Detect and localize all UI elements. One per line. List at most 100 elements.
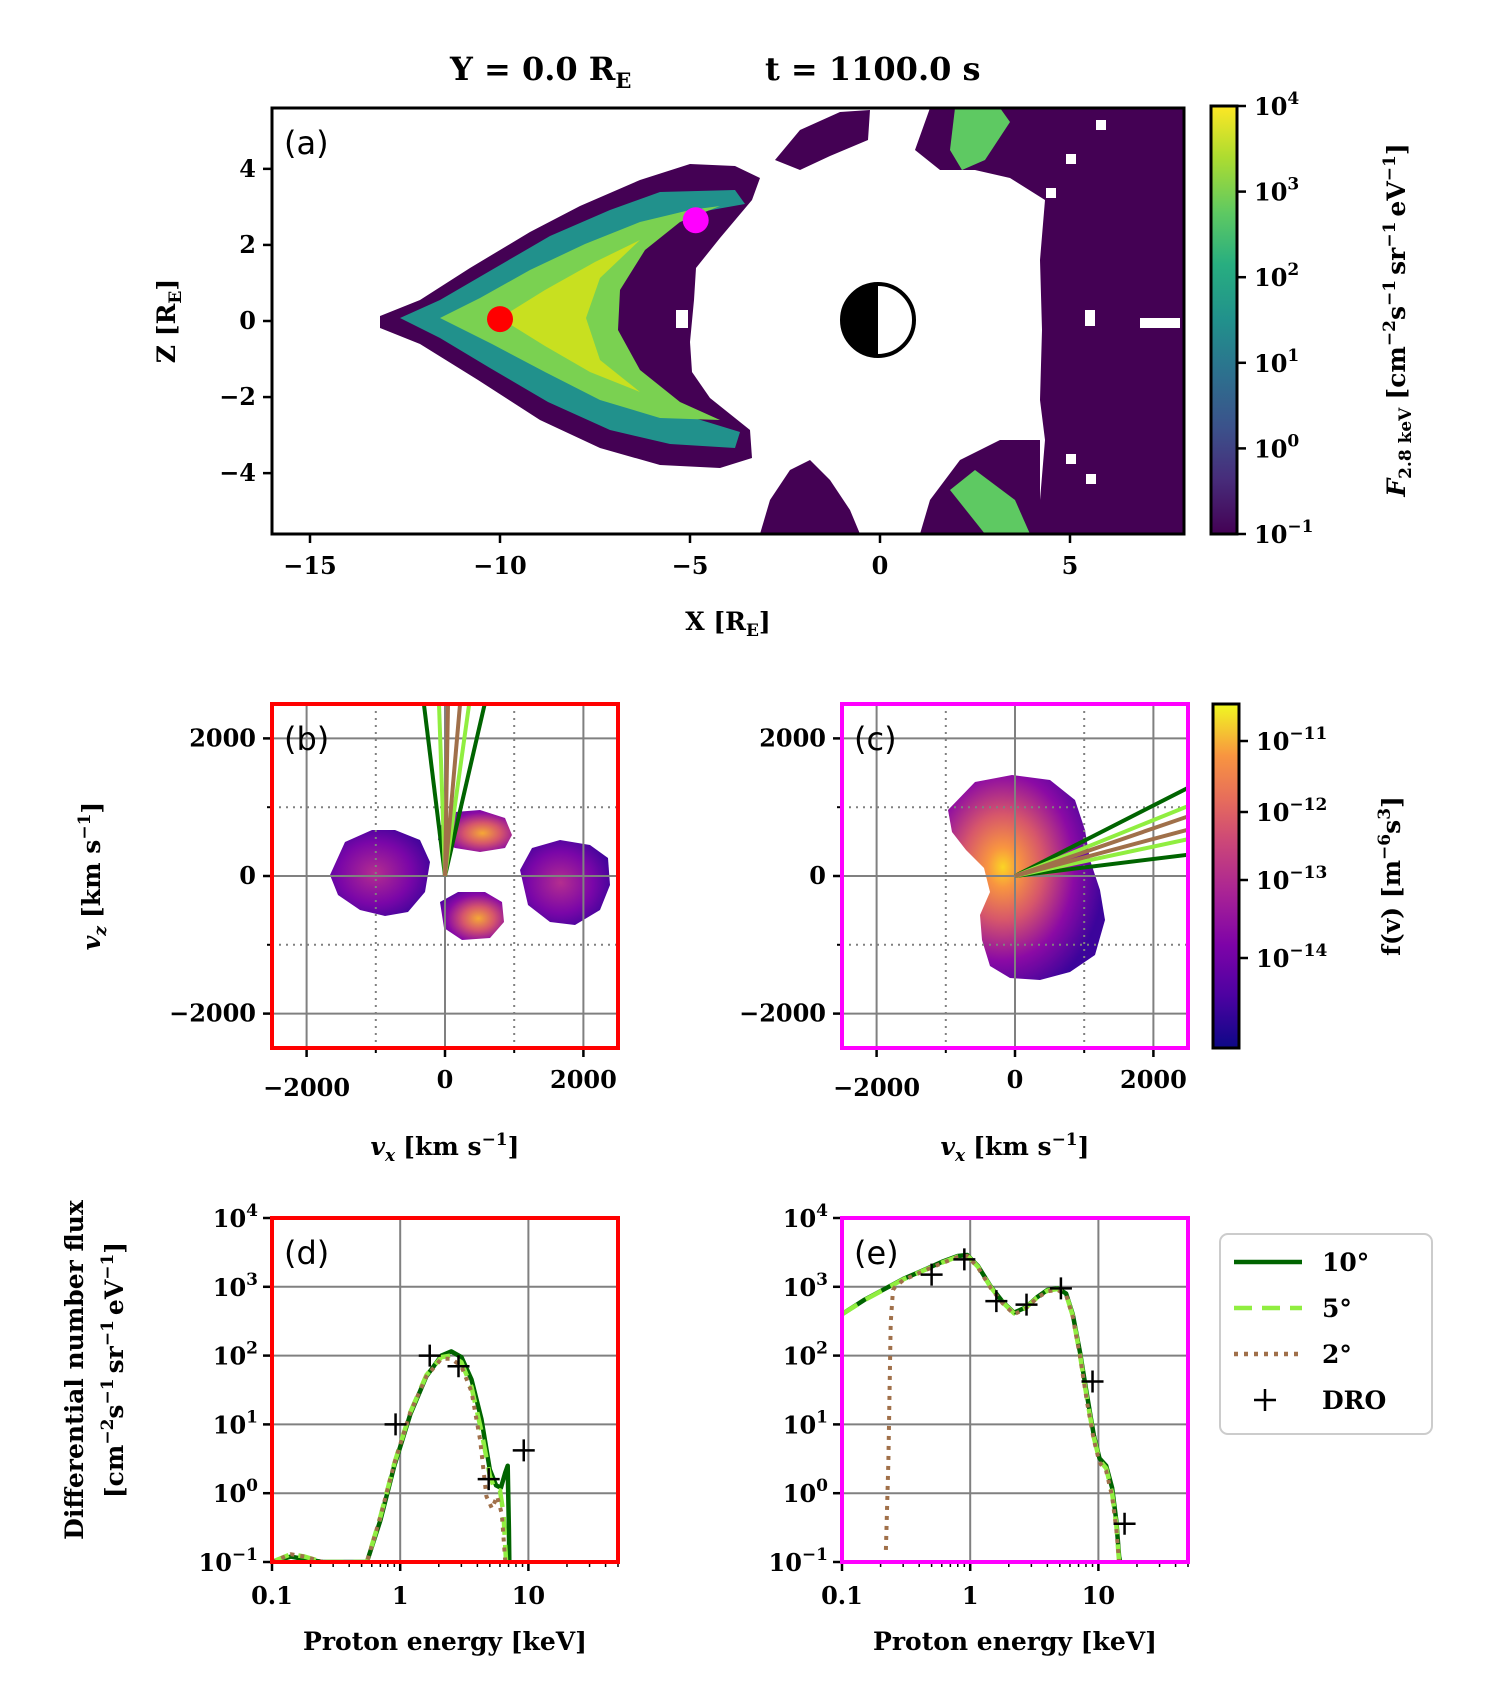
panel-b-ylabel: vz[km s−1]: [75, 802, 111, 951]
y-tick-label: 10−1: [199, 1545, 258, 1577]
series-10-deg-line: [842, 1252, 1123, 1562]
red-point: [487, 306, 513, 333]
legend-label: 2°: [1322, 1340, 1352, 1369]
cone-2-deg-line: [1014, 827, 1188, 878]
panel-a-markers: [487, 207, 709, 333]
panel-a-xlabel: X [RE]: [685, 607, 771, 641]
x-tick-label: 10: [1082, 1581, 1115, 1610]
dro-point: [953, 1248, 976, 1271]
panel-d: 0.1 1 10 104 103 102 101 100 10−1 (d) Proton ene…: [60, 1199, 620, 1656]
y-tick-label: −2: [219, 382, 256, 411]
colorbar-tick-label: 100: [1254, 431, 1299, 463]
legend-marker-dro: [1254, 1389, 1276, 1411]
x-tick-label: −2000: [263, 1073, 350, 1102]
dro-point: [384, 1413, 407, 1436]
legend-box: [1219, 1233, 1433, 1435]
dro-point: [985, 1290, 1008, 1313]
panel-a-heatmap: [380, 108, 1184, 534]
y-tick-label: 104: [213, 1201, 258, 1233]
y-tick-label: 2: [239, 230, 256, 259]
colorbar-tick-label: 102: [1254, 260, 1299, 292]
speckle: [1066, 154, 1076, 164]
panel-c-xlabel: vx [km s−1]: [941, 1130, 1090, 1166]
cone-10-deg-line: [421, 704, 447, 877]
panel-c-label: (c): [854, 720, 897, 758]
y-tick-label: 101: [783, 1407, 828, 1439]
vdf-lower-lobe: [440, 892, 504, 940]
panel-b-frame: [270, 702, 620, 1050]
panel-e-xlabel: Proton energy [keV]: [873, 1627, 1157, 1656]
y-tick-label: 0: [809, 861, 826, 890]
x-tick-label: 0.1: [251, 1581, 293, 1610]
cone-2-deg-line: [443, 704, 451, 877]
panel-d-frame: [270, 1216, 620, 1564]
colorbar-tick-label: 101: [1254, 346, 1299, 378]
magenta-point: [682, 207, 709, 234]
dayside-lower-left: [760, 460, 860, 534]
dro-point: [512, 1439, 535, 1462]
legend-label: 5°: [1322, 1294, 1352, 1323]
legend-label: 10°: [1322, 1248, 1369, 1277]
cone-10-deg-line: [1014, 785, 1188, 878]
speckle: [1066, 454, 1076, 464]
legend-label: DRO: [1322, 1386, 1386, 1415]
y-tick-label: 100: [783, 1476, 828, 1508]
panel-c-distribution: [948, 775, 1105, 980]
panel-c-grid: −2000 2000 0 0 2000 −2000: [739, 704, 1188, 1102]
cone-5-deg-line: [436, 704, 447, 877]
y-tick-label: 2000: [189, 723, 256, 752]
panel-b-grid: −2000 2000 0 0 2000 −2000: [169, 704, 618, 1102]
title-time: t = 1100.0 s: [765, 50, 981, 88]
colorbar-c-label: f(v) [m−6s3]: [1375, 796, 1406, 956]
dro-point: [1081, 1370, 1104, 1393]
legend: 10° 5° 2° DRO: [1219, 1233, 1433, 1435]
panel-b-xlabel: vx [km s−1]: [371, 1130, 520, 1166]
cone-10-deg-line: [443, 704, 487, 877]
dro-point: [1113, 1512, 1136, 1535]
panel-b: −2000 2000 0 0 2000 −2000 (b) vx [km s−1] vz[k…: [75, 702, 620, 1166]
vdf-left-lobe: [330, 830, 430, 916]
y-tick-label: 0: [239, 306, 256, 335]
dayside-upper-left: [775, 110, 870, 170]
x-tick-label: −5: [672, 551, 709, 580]
panel-a-label: (a): [284, 124, 329, 162]
panel-e-label: (e): [854, 1234, 899, 1272]
panel-c: −2000 2000 0 0 2000 −2000 (c) vx [km s−1] 10−1…: [739, 702, 1406, 1166]
y-tick-label: 104: [783, 1201, 828, 1233]
dro-point: [477, 1468, 500, 1491]
colorbar-tick-label: 10−14: [1256, 941, 1327, 973]
cone-5-deg-line: [443, 704, 472, 877]
cone-5-deg-line: [1014, 837, 1188, 878]
speckle: [1085, 310, 1095, 326]
panel-b-label: (b): [284, 720, 329, 758]
dro-point: [920, 1263, 943, 1286]
panel-a-ticks: −15 −10 −5 0 5 4 2 0 −2 −4: [219, 154, 1078, 580]
x-tick-label: 10: [512, 1581, 545, 1610]
panel-d-xlabel: Proton energy [keV]: [303, 1627, 587, 1656]
flux-arc-peak: [500, 240, 640, 392]
speckle: [1086, 474, 1096, 484]
y-tick-label: 4: [239, 154, 256, 183]
colorbar-a: [1209, 104, 1239, 536]
panel-e-dro-points: [920, 1248, 1136, 1535]
panel-a-ylabel: Z [RE]: [152, 279, 186, 363]
series-2-deg-line: [272, 1356, 508, 1562]
colorbar-c-ticks: 10−11 10−12 10−13 10−14: [1239, 724, 1327, 973]
panel-d-label: (d): [284, 1234, 329, 1272]
panel-e-frame: [840, 1216, 1190, 1564]
panel-c-cones: [1014, 785, 1188, 878]
speckle: [1096, 120, 1106, 130]
panel-d-ylabel-line1: Differential number flux: [60, 1199, 89, 1540]
colorbar-tick-label: 10−12: [1256, 795, 1327, 827]
y-tick-label: 102: [213, 1339, 258, 1371]
vdf-crescent: [948, 775, 1105, 980]
panel-d-dro-points: [384, 1344, 535, 1491]
y-tick-label: 10−1: [769, 1545, 828, 1577]
panel-e-grid: 0.1 1 10 104 103 102 101 100 10−1: [769, 1201, 1189, 1610]
x-tick-label: 5: [1062, 551, 1079, 580]
colorbar-a-label: F2.8 keV[cm−2s−1sr−1eV−1]: [1380, 143, 1416, 497]
y-tick-label: 0: [239, 861, 256, 890]
vdf-right-lobe: [520, 840, 610, 925]
dro-point: [1049, 1277, 1072, 1300]
